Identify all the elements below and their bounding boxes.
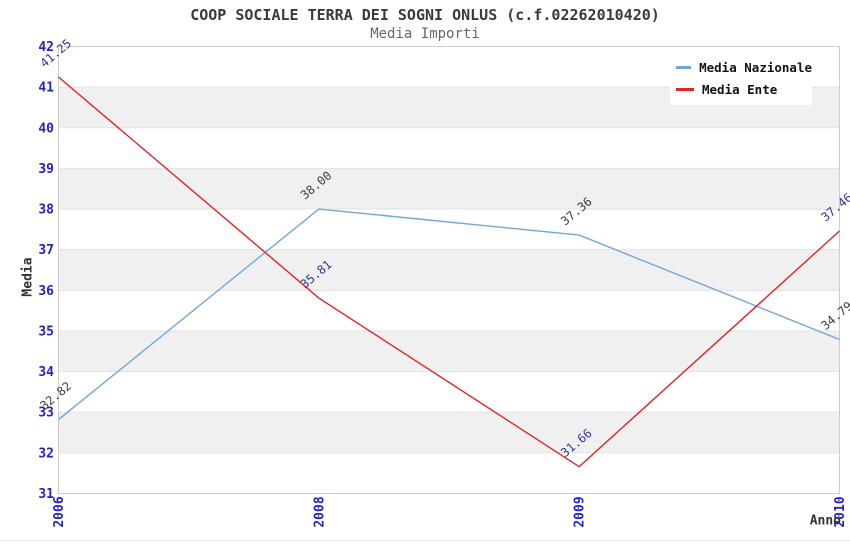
y-tick-label: 41 [38, 81, 54, 96]
y-tick-label: 36 [38, 284, 54, 299]
x-tick-label: 2006 [52, 496, 67, 527]
y-tick-label: 39 [38, 162, 54, 177]
chart-title: COOP SOCIALE TERRA DEI SOGNI ONLUS (c.f.… [190, 6, 660, 24]
legend-label-media-ente: Media Ente [702, 82, 778, 97]
series-line-media-nazionale [58, 208, 840, 421]
y-tick-label: 34 [38, 365, 54, 380]
plot-frame [58, 46, 840, 494]
y-tick-label: 32 [38, 446, 54, 461]
y-tick-label: 42 [38, 40, 54, 55]
bottom-divider [0, 540, 850, 541]
legend-swatch-media-ente-icon [676, 88, 694, 91]
legend-item-media-ente: Media Ente [676, 82, 812, 97]
x-tick-label: 2009 [573, 496, 588, 527]
y-tick-label: 37 [38, 243, 54, 258]
series-line-media-ente [58, 76, 840, 468]
x-axis-title: Anno [809, 513, 841, 529]
y-tick-label: 35 [38, 324, 54, 339]
point-label-media-nazionale: 34.79 [818, 299, 850, 333]
y-tick-label: 33 [38, 406, 54, 421]
grid-band [58, 330, 840, 372]
legend-item-media-nazionale: Media Nazionale [676, 60, 812, 75]
x-tick-label: 2008 [312, 496, 327, 527]
y-tick-label: 31 [38, 487, 54, 502]
legend-label-media-nazionale: Media Nazionale [699, 60, 812, 75]
y-axis-title: Media [20, 257, 36, 297]
x-tick-label: 2010 [833, 496, 848, 527]
grid-band [58, 412, 840, 453]
y-tick-label: 40 [38, 121, 54, 136]
legend-swatch-media-nazionale-icon [676, 66, 692, 69]
chart-subtitle: Media Importi [370, 26, 480, 42]
y-tick-label: 38 [38, 203, 54, 218]
legend: Media Nazionale Media Ente [670, 52, 812, 105]
grid-band [58, 168, 840, 210]
grid-band [58, 249, 840, 291]
